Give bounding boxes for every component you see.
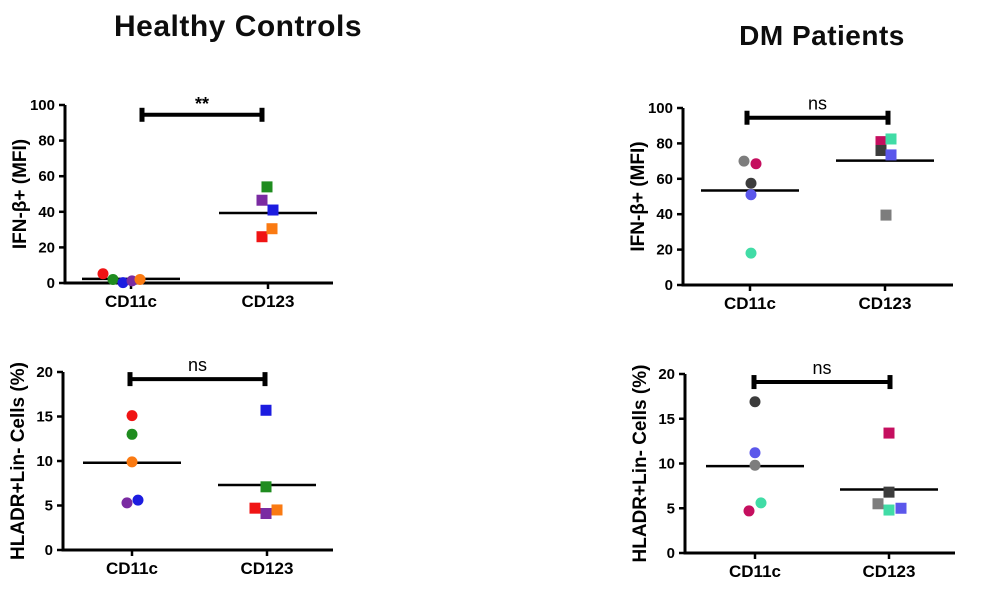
scatter-point <box>895 502 907 514</box>
scatter-point <box>883 504 895 516</box>
scatter-point <box>260 508 272 520</box>
scatter-point <box>256 231 268 243</box>
scatter-point <box>880 209 892 221</box>
scatter-point <box>134 273 146 285</box>
y-tick-label: 80 <box>38 133 55 150</box>
scatter-point <box>885 149 897 161</box>
scatter-point <box>745 247 757 259</box>
axes <box>683 374 955 555</box>
significance-label: ** <box>195 94 209 114</box>
title-dm-patients: DM Patients <box>739 20 905 51</box>
y-tick-label: 20 <box>656 242 673 259</box>
scatter-point <box>261 181 273 193</box>
scatter-point <box>749 396 761 408</box>
category-label: CD123 <box>859 294 912 313</box>
scatter-point <box>271 504 283 516</box>
y-tick-label: 100 <box>30 97 55 114</box>
y-tick-label: 10 <box>36 453 53 470</box>
y-tick-label: 5 <box>45 498 53 515</box>
y-tick-label: 0 <box>47 275 55 292</box>
scatter-point <box>249 502 261 514</box>
scatter-point <box>738 155 750 167</box>
y-axis-title: IFN-β+ (MFI) <box>10 139 31 249</box>
scatter-point <box>885 133 897 145</box>
scatter-point <box>750 158 762 170</box>
y-tick-label: 5 <box>667 500 675 517</box>
y-tick-label: 0 <box>667 545 675 562</box>
scatter-point <box>743 505 755 517</box>
y-tick-label: 40 <box>656 206 673 223</box>
scatter-point <box>745 177 757 189</box>
scatter-point <box>126 456 138 468</box>
scatter-point <box>132 494 144 506</box>
y-tick-label: 60 <box>38 168 55 185</box>
y-tick-label: 10 <box>658 456 675 473</box>
category-label: CD11c <box>106 559 158 578</box>
scatter-point <box>883 486 895 498</box>
axes <box>681 108 953 287</box>
category-label: CD11c <box>105 292 157 311</box>
category-label: CD11c <box>724 294 776 313</box>
category-label: CD123 <box>863 562 916 581</box>
scatter-point <box>117 277 129 289</box>
category-label: CD123 <box>242 292 295 311</box>
scatter-point <box>875 144 887 156</box>
scatter-point <box>745 189 757 201</box>
title-healthy-controls: Healthy Controls <box>113 10 363 43</box>
y-tick-label: 0 <box>45 542 53 559</box>
scatter-point <box>266 223 278 235</box>
axes <box>63 105 333 285</box>
significance-label: ns <box>808 94 827 114</box>
scatter-point <box>260 404 272 416</box>
scatter-point <box>749 459 761 471</box>
scatter-point <box>121 497 133 509</box>
category-label: CD123 <box>241 559 294 578</box>
scatter-point <box>260 481 272 493</box>
scatter-point <box>256 194 268 206</box>
y-axis-title: HLADR+Lin- Cells (%) <box>8 362 29 560</box>
scatter-point <box>107 273 119 285</box>
y-axis-title: HLADR+Lin- Cells (%) <box>630 365 651 563</box>
y-tick-label: 20 <box>36 364 53 381</box>
chart-healthy-hladr-scatter: 0 5 10 15 20 HLADR+Lin- Cells (%) CD11c CD123 ns <box>8 355 333 578</box>
scatter-point <box>267 204 279 216</box>
y-tick-label: 15 <box>36 409 53 426</box>
scatter-point <box>755 497 767 509</box>
scatter-point <box>749 447 761 459</box>
y-axis-title: IFN-β+ (MFI) <box>628 141 649 251</box>
y-tick-label: 40 <box>38 204 55 221</box>
chart-dm-hladr-scatter: 0 5 10 15 20 HLADR+Lin- Cells (%) CD11c CD123 ns <box>630 358 955 581</box>
category-label: CD11c <box>729 562 781 581</box>
y-tick-label: 100 <box>648 100 673 117</box>
y-tick-label: 60 <box>656 171 673 188</box>
scatter-point <box>875 136 887 148</box>
chart-healthy-ifn-scatter: 0 20 40 60 80 100 IFN-β+ (MFI) CD11c CD123 ** <box>10 94 333 311</box>
y-tick-label: 15 <box>658 411 675 428</box>
axes <box>61 372 333 552</box>
significance-label: ns <box>188 355 207 375</box>
scatter-point <box>126 428 138 440</box>
y-tick-label: 0 <box>665 277 673 294</box>
significance-label: ns <box>812 358 831 378</box>
scatter-point <box>126 410 138 422</box>
chart-dm-ifn-scatter: 0 20 40 60 80 100 IFN-β+ (MFI) CD11c CD123 ns <box>628 94 953 313</box>
scatter-point <box>883 427 895 439</box>
scatter-point <box>872 498 884 510</box>
y-tick-label: 80 <box>656 135 673 152</box>
y-tick-label: 20 <box>658 366 675 383</box>
y-tick-label: 20 <box>38 239 55 256</box>
scatter-point <box>97 268 109 280</box>
